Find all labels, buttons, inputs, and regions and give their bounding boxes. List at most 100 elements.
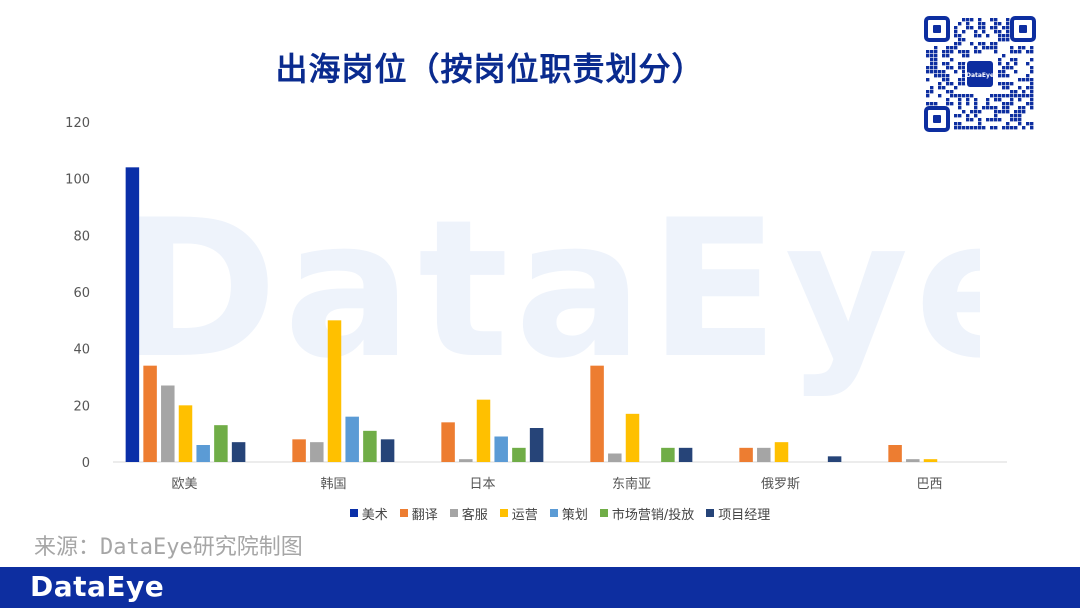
qr-module <box>954 126 958 130</box>
qr-module <box>974 106 978 110</box>
qr-module <box>926 94 930 98</box>
qr-module <box>938 86 942 90</box>
qr-module <box>994 114 998 118</box>
bar <box>125 167 140 463</box>
qr-module <box>974 126 978 130</box>
qr-module <box>994 118 998 122</box>
legend-item: 美术 <box>349 504 388 523</box>
qr-module <box>978 110 982 114</box>
qr-module <box>1026 102 1030 106</box>
qr-module <box>958 34 962 38</box>
qr-module <box>934 46 938 50</box>
qr-module <box>1010 94 1014 98</box>
qr-module <box>930 70 934 74</box>
qr-module <box>926 70 930 74</box>
qr-module <box>986 98 990 102</box>
qr-module <box>930 66 934 70</box>
qr-module <box>1002 86 1006 90</box>
qr-module <box>954 30 958 34</box>
qr-module <box>942 50 946 54</box>
qr-module <box>1018 122 1022 126</box>
qr-module <box>966 118 970 122</box>
qr-module <box>1026 86 1030 90</box>
qr-module <box>954 94 958 98</box>
qr-module <box>978 42 982 46</box>
qr-module <box>1030 58 1034 62</box>
bar <box>827 456 842 462</box>
y-tick-label: 120 <box>65 116 90 131</box>
qr-module <box>954 34 958 38</box>
qr-module <box>1030 82 1034 86</box>
qr-module <box>1010 126 1014 130</box>
bar <box>529 428 544 462</box>
qr-module <box>966 54 970 58</box>
qr-module <box>998 74 1002 78</box>
qr-module <box>974 110 978 114</box>
qr-module <box>970 94 974 98</box>
qr-module <box>962 82 966 86</box>
qr-module <box>982 46 986 50</box>
qr-module <box>1026 78 1030 82</box>
qr-module <box>930 50 934 54</box>
qr-module <box>1018 110 1022 114</box>
qr-module <box>982 30 986 34</box>
qr-module <box>946 46 950 50</box>
x-tick-label: 俄罗斯 <box>761 477 800 492</box>
qr-module <box>930 62 934 66</box>
qr-module <box>1022 110 1026 114</box>
qr-module <box>970 126 974 130</box>
qr-module <box>978 18 982 22</box>
x-tick-label: 日本 <box>469 477 495 492</box>
qr-module <box>982 42 986 46</box>
qr-module <box>1002 102 1006 106</box>
y-tick-label: 0 <box>82 456 90 471</box>
bar <box>888 445 902 462</box>
qr-module <box>962 78 966 82</box>
qr-module <box>1002 74 1006 78</box>
qr-module <box>950 46 954 50</box>
bar <box>231 442 246 462</box>
qr-module <box>950 58 954 62</box>
qr-module <box>990 26 994 30</box>
qr-module <box>962 38 966 42</box>
bar <box>196 445 210 462</box>
qr-module <box>1014 118 1018 122</box>
qr-module <box>1006 30 1010 34</box>
qr-module <box>930 102 934 106</box>
qr-module <box>1018 118 1022 122</box>
qr-module <box>1002 70 1006 74</box>
qr-module <box>990 18 994 22</box>
qr-module <box>1018 78 1022 82</box>
qr-module <box>1018 98 1022 102</box>
qr-module <box>994 98 998 102</box>
qr-module <box>954 26 958 30</box>
qr-module <box>974 34 978 38</box>
bar <box>923 459 938 462</box>
qr-module <box>998 34 1002 38</box>
bar <box>774 442 789 462</box>
qr-module <box>942 62 946 66</box>
qr-module <box>1010 50 1014 54</box>
qr-module <box>1006 102 1010 106</box>
qr-module <box>1018 50 1022 54</box>
qr-module <box>998 94 1002 98</box>
qr-module <box>1014 62 1018 66</box>
qr-module <box>958 106 962 110</box>
qr-module <box>958 126 962 130</box>
qr-module <box>962 94 966 98</box>
qr-module <box>958 78 962 82</box>
qr-module <box>1006 74 1010 78</box>
bar <box>178 405 193 462</box>
qr-module <box>958 114 962 118</box>
footer-logo: DataEye <box>30 570 165 603</box>
qr-module <box>1006 18 1010 22</box>
qr-module <box>930 54 934 58</box>
qr-module <box>994 126 998 130</box>
qr-module <box>1030 102 1034 106</box>
qr-module <box>942 70 946 74</box>
qr-module <box>958 102 962 106</box>
qr-module <box>998 82 1002 86</box>
legend-item: 策划 <box>549 504 588 523</box>
qr-module <box>946 66 950 70</box>
qr-module <box>1002 26 1006 30</box>
